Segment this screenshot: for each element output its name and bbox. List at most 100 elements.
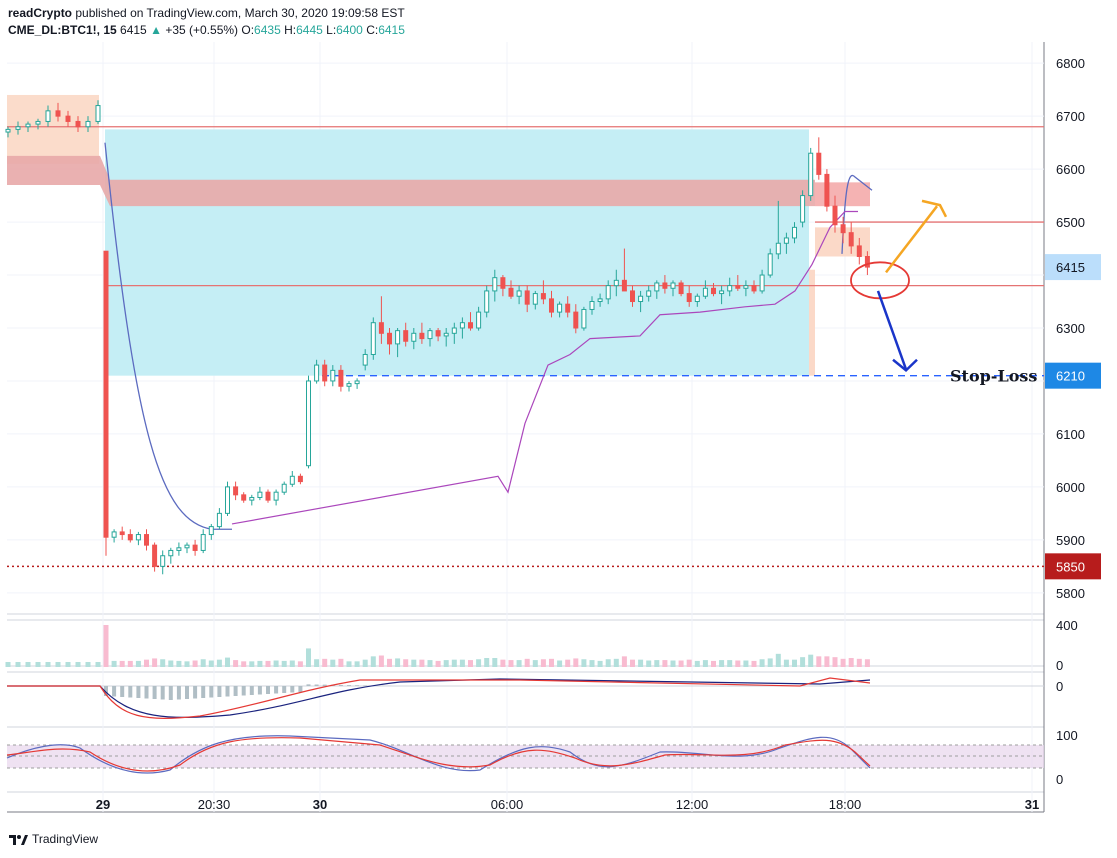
candle-down <box>565 303 571 313</box>
candle-up <box>727 285 733 292</box>
candle-down <box>630 290 635 303</box>
macd-hist <box>257 686 262 695</box>
volume-bar <box>338 658 344 667</box>
volume-bar <box>5 662 11 667</box>
candle-up <box>370 322 376 355</box>
volume-bar <box>646 660 652 667</box>
volume-bar <box>832 657 838 667</box>
volume-bar <box>111 660 117 667</box>
candle-up <box>281 483 287 493</box>
candle-up <box>427 330 433 340</box>
candle-up <box>160 555 166 567</box>
volume-bar <box>751 660 757 667</box>
macd-hist <box>112 686 117 697</box>
volume-bar <box>492 658 498 667</box>
volume-tick-label: 0 <box>1056 658 1063 673</box>
candle-up <box>597 298 603 303</box>
candle-down <box>297 475 303 483</box>
bear-arrow <box>876 290 908 370</box>
volume-bar <box>581 659 587 667</box>
y-tick-label: 5900 <box>1056 533 1085 548</box>
candle-up <box>15 126 21 130</box>
volume-bar <box>719 660 725 667</box>
volume-bar <box>767 658 773 667</box>
candle-up <box>670 282 676 289</box>
volume-bar <box>184 661 190 667</box>
volume-bar <box>451 659 457 667</box>
candle-down <box>152 544 158 567</box>
tradingview-logo[interactable]: TradingView <box>8 832 98 846</box>
stoch-k <box>6 735 871 774</box>
candle-down <box>751 285 757 292</box>
volume-bar <box>403 659 409 667</box>
volume-bar <box>297 661 303 667</box>
volume-bar <box>35 662 41 667</box>
volume-bar <box>573 658 579 667</box>
x-tick-label: 31 <box>1025 797 1039 812</box>
candle-down <box>233 486 239 496</box>
candle-up <box>362 353 368 366</box>
close-label: C: <box>366 23 379 37</box>
candle-up <box>95 105 101 122</box>
candle-down <box>662 282 668 289</box>
candle-up <box>216 512 222 528</box>
y-tick-label: 5800 <box>1056 586 1085 601</box>
volume-bar <box>711 660 716 667</box>
volume-bar <box>516 660 522 667</box>
volume-bar <box>387 658 392 667</box>
volume-bar <box>95 662 101 667</box>
volume-bar <box>824 656 830 667</box>
candle-up <box>605 285 611 300</box>
volume-bar <box>208 660 214 667</box>
vwap-line <box>231 210 858 525</box>
candle-up <box>638 295 644 303</box>
volume-bar <box>702 660 708 667</box>
candle-down <box>265 491 271 501</box>
candle-up <box>646 290 652 297</box>
candle-up <box>767 253 773 276</box>
volume-bar <box>775 653 781 667</box>
y-tick-label: 6700 <box>1056 109 1085 124</box>
candle-up <box>249 496 255 501</box>
macd-hist <box>176 686 181 700</box>
volume-bar <box>468 660 473 667</box>
volume-bar <box>354 661 360 667</box>
candle-up <box>800 195 806 223</box>
volume-bar <box>65 662 71 667</box>
volume-bar <box>160 659 166 667</box>
price-label-bg <box>1045 553 1101 580</box>
candle-down <box>65 115 71 122</box>
macd-hist <box>290 686 295 693</box>
candle-up <box>346 383 352 387</box>
candle-up <box>354 380 360 385</box>
high-label: H: <box>284 23 297 37</box>
volume-bar <box>435 660 441 667</box>
low-value: 6400 <box>336 23 363 37</box>
volume-bar <box>792 659 797 667</box>
volume-bar <box>127 660 133 667</box>
macd-tick-label: 0 <box>1056 679 1063 694</box>
published-text: published on TradingView.com, March 30, … <box>75 6 405 20</box>
y-tick-label: 6800 <box>1056 56 1085 71</box>
candle-up <box>743 285 749 289</box>
volume-bar <box>192 660 198 667</box>
volume-bar <box>816 656 822 667</box>
x-tick-label: 18:00 <box>829 797 862 812</box>
volume-bar <box>322 658 328 667</box>
volume-bar <box>85 662 91 667</box>
volume-bar <box>840 658 846 667</box>
candle-up <box>306 380 311 467</box>
volume-bar <box>200 659 206 667</box>
macd-hist <box>120 686 125 697</box>
author[interactable]: readCrypto <box>8 6 73 20</box>
y-tick-label: 6000 <box>1056 480 1085 495</box>
candle-down <box>241 494 247 501</box>
symbol[interactable]: CME_DL:BTC1!, 15 <box>8 23 117 37</box>
volume-bar <box>727 660 733 667</box>
high-value: 6445 <box>296 23 323 37</box>
candle-up <box>702 287 708 297</box>
candle-up <box>5 128 11 133</box>
candle-up <box>330 369 336 382</box>
volume-bar <box>759 659 765 667</box>
